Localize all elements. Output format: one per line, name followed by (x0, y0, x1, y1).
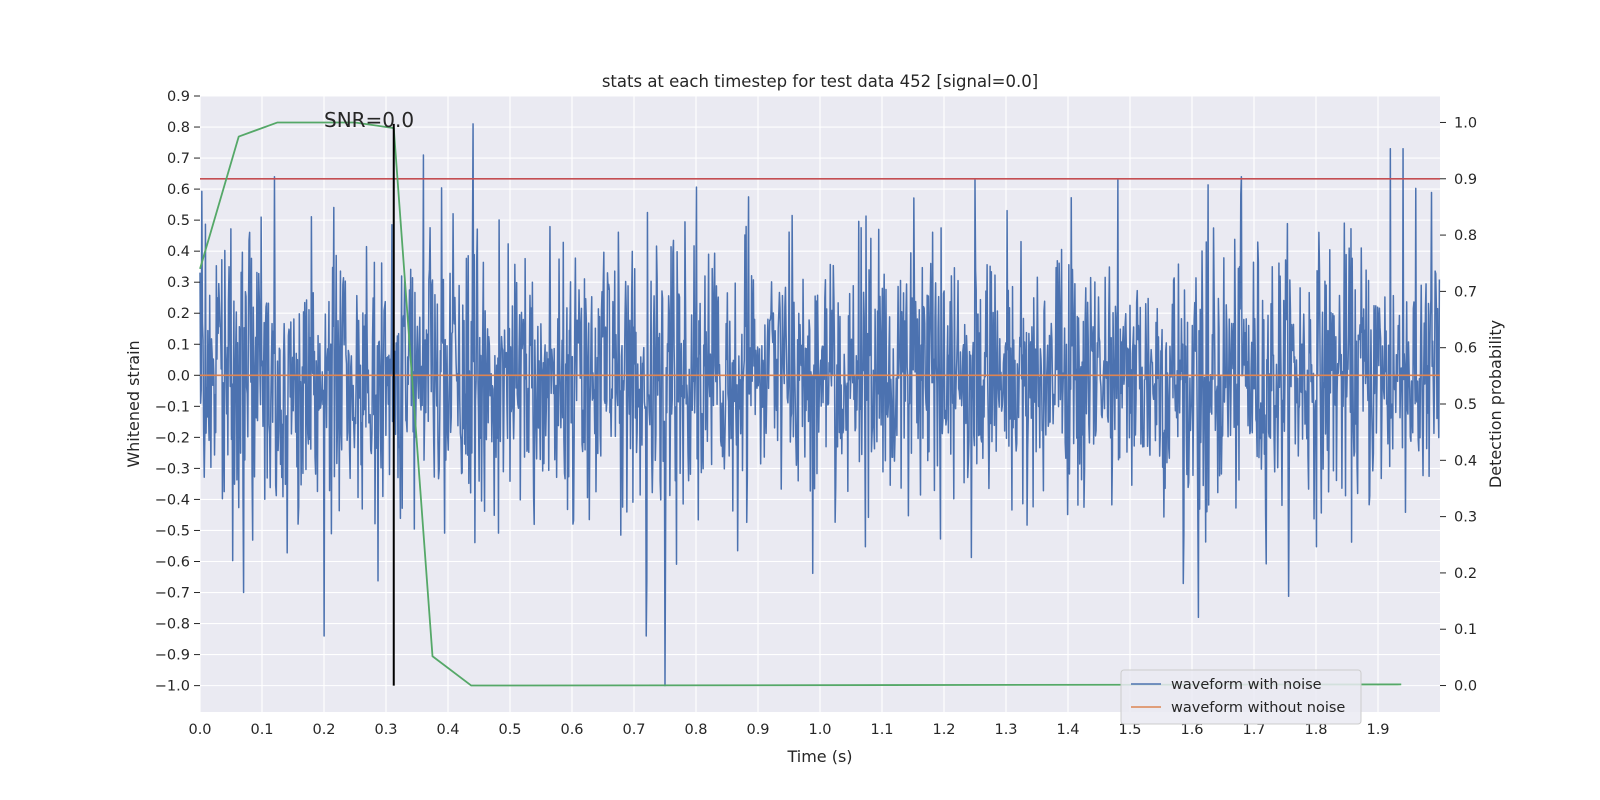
legend-label-noise: waveform with noise (1171, 677, 1322, 693)
x-tick-label: 0.0 (188, 722, 211, 738)
x-tick-label: 1.6 (1180, 722, 1203, 738)
x-tick-label: 1.7 (1242, 722, 1265, 738)
y-tick-label: −0.6 (155, 554, 190, 570)
y2-tick-label: 0.1 (1454, 622, 1477, 638)
x-tick-label: 1.9 (1366, 722, 1389, 738)
y-tick-label: −0.7 (155, 586, 190, 602)
y-tick-label: −0.8 (155, 617, 190, 633)
y2-tick-label: 0.0 (1454, 679, 1477, 695)
x-tick-label: 1.0 (808, 722, 831, 738)
y2-tick-label: 0.5 (1454, 397, 1477, 413)
y2-tick-label: 0.4 (1454, 453, 1477, 469)
x-tick-label: 0.9 (746, 722, 769, 738)
x-tick-label: 0.8 (684, 722, 707, 738)
x-tick-label: 1.1 (870, 722, 893, 738)
x-tick-label: 1.5 (1118, 722, 1141, 738)
y-tick-label: 0.2 (167, 306, 190, 322)
y-tick-label: 0.3 (167, 275, 190, 291)
series-waveform-with-noise (199, 123, 1441, 687)
chart-marks (199, 121, 1441, 687)
x-tick-label: 0.1 (250, 722, 273, 738)
y2-tick-label: 0.9 (1454, 172, 1477, 188)
y-tick-label: −0.3 (155, 461, 190, 477)
legend-box (1120, 669, 1362, 725)
y-tick-label: 0.4 (167, 244, 190, 260)
y2-tick-label: 0.2 (1454, 566, 1477, 582)
y-tick-label: −0.5 (155, 523, 190, 539)
y-tick-label: 0.6 (167, 182, 190, 198)
y-tick-label: −0.2 (155, 430, 190, 446)
y-tick-label: 0.8 (167, 120, 190, 136)
legend: waveform with noise waveform without noi… (1120, 669, 1362, 725)
y2-axis-label: Detection probability (1486, 320, 1505, 488)
y-tick-label: −0.1 (155, 399, 190, 415)
y-tick-label: 0.5 (167, 213, 190, 229)
x-tick-label: 0.2 (312, 722, 335, 738)
y2-tick-label: 0.6 (1454, 341, 1477, 357)
y-axis-label: Whitened strain (124, 340, 143, 467)
y-tick-label: 0.0 (167, 368, 190, 384)
x-tick-label: 0.3 (374, 722, 397, 738)
x-tick-label: 1.3 (994, 722, 1017, 738)
tick-labels: 0.0 0.1 0.2 0.3 0.4 0.5 0.6 0.7 0.8 0.9 1.0 1.1 1.2 1… (155, 89, 1477, 738)
y-tick-label: −0.4 (155, 492, 190, 508)
y2-tick-label: 0.3 (1454, 510, 1477, 526)
x-tick-label: 0.4 (436, 722, 459, 738)
chart-title: stats at each timestep for test data 452… (602, 72, 1038, 91)
x-tick-label: 0.7 (622, 722, 645, 738)
y-tick-label: 0.7 (167, 151, 190, 167)
y2-tick-label: 0.7 (1454, 284, 1477, 300)
x-tick-label: 1.8 (1304, 722, 1327, 738)
snr-annotation: SNR=0.0 (324, 108, 414, 132)
x-axis-label: Time (s) (786, 747, 852, 766)
y2-tick-label: 1.0 (1454, 115, 1477, 131)
y-tick-label: −1.0 (155, 679, 190, 695)
y2-tick-label: 0.8 (1454, 228, 1477, 244)
y-tick-label: 0.9 (167, 89, 190, 105)
y-tick-label: 0.1 (167, 337, 190, 353)
series-detection-probability (199, 121, 1402, 687)
y-tick-label: −0.9 (155, 648, 190, 664)
legend-label-clean: waveform without noise (1171, 700, 1345, 716)
x-tick-label: 1.2 (932, 722, 955, 738)
x-tick-label: 0.5 (498, 722, 521, 738)
x-tick-label: 1.4 (1056, 722, 1079, 738)
x-tick-label: 0.6 (560, 722, 583, 738)
